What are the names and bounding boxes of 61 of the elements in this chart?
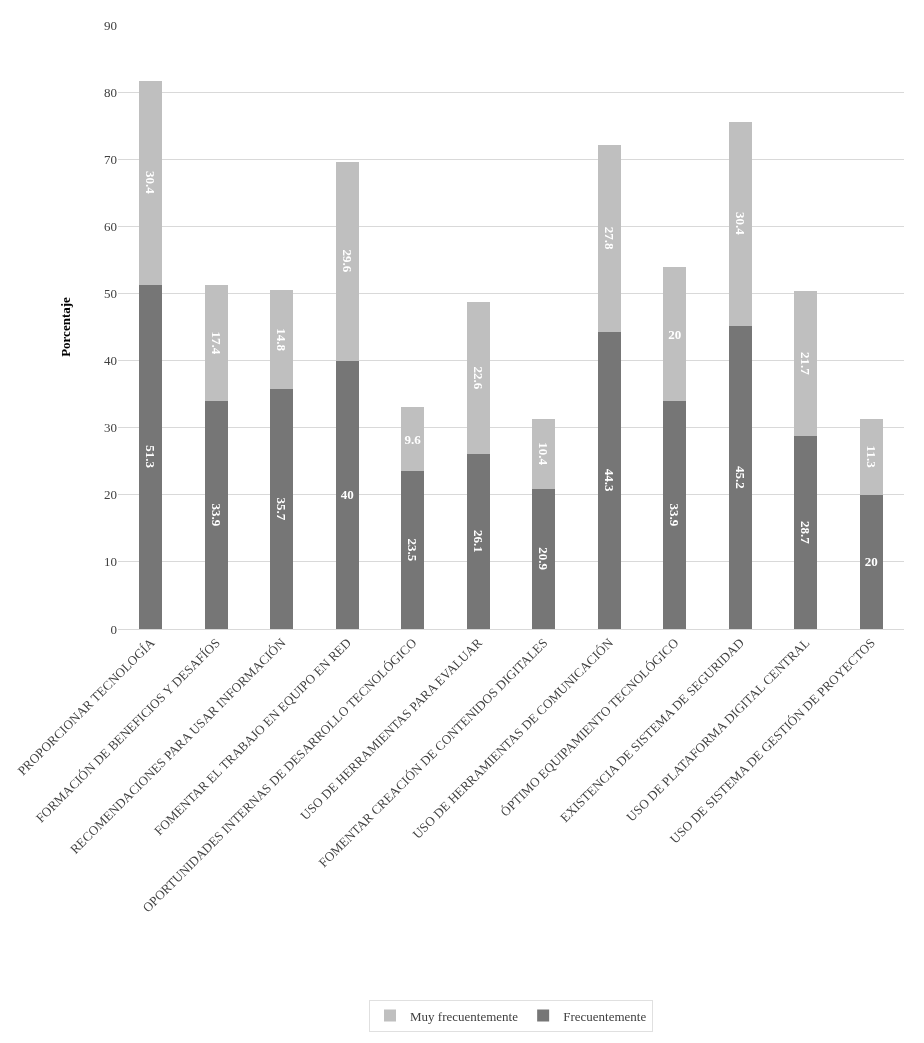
data-label: 14.8 bbox=[274, 328, 290, 352]
data-label: 10.4 bbox=[536, 442, 552, 466]
data-label: 45.2 bbox=[732, 465, 748, 489]
data-label: 23.5 bbox=[405, 538, 421, 562]
y-tick-label: 90 bbox=[104, 17, 117, 33]
bar bbox=[270, 290, 294, 390]
data-label: 30.4 bbox=[732, 212, 748, 236]
bar bbox=[532, 488, 556, 629]
data-label: 35.7 bbox=[274, 497, 290, 521]
data-label: 30.4 bbox=[143, 171, 159, 195]
bar bbox=[728, 121, 752, 326]
y-tick-label: 60 bbox=[104, 218, 117, 234]
data-label: 20 bbox=[864, 554, 878, 570]
data-label: 29.6 bbox=[339, 249, 355, 273]
data-label: 20 bbox=[668, 326, 682, 342]
bar bbox=[401, 471, 425, 629]
bar bbox=[335, 161, 359, 361]
bar bbox=[794, 436, 818, 629]
bar bbox=[270, 389, 294, 629]
y-tick-label: 50 bbox=[104, 285, 117, 301]
data-label: 27.8 bbox=[601, 226, 617, 251]
bar bbox=[663, 267, 687, 402]
data-label: 21.7 bbox=[798, 351, 814, 376]
data-label: 40 bbox=[340, 487, 354, 503]
data-label: 9.6 bbox=[404, 431, 422, 447]
data-label: 26.1 bbox=[470, 530, 486, 553]
y-tick-label: 70 bbox=[104, 151, 117, 167]
bar bbox=[663, 401, 687, 629]
y-axis-title: Porcentaje bbox=[57, 296, 73, 357]
data-label: 11.3 bbox=[863, 445, 879, 469]
legend-label: Muy frecuentemente bbox=[410, 1008, 519, 1024]
legend-label: Frecuentemente bbox=[563, 1008, 647, 1024]
bar bbox=[466, 302, 490, 454]
bar bbox=[532, 418, 556, 489]
bar bbox=[204, 284, 228, 402]
bar bbox=[401, 406, 425, 472]
y-tick-label: 30 bbox=[104, 420, 117, 436]
y-tick-label: 40 bbox=[104, 353, 117, 369]
bar bbox=[597, 145, 621, 332]
data-label: 44.3 bbox=[601, 468, 617, 492]
bar bbox=[335, 360, 359, 629]
data-label: 20.9 bbox=[536, 547, 552, 571]
y-tick-label: 0 bbox=[110, 621, 117, 637]
bar bbox=[139, 284, 163, 629]
data-label: 33.9 bbox=[667, 503, 683, 527]
data-label: 28.7 bbox=[798, 521, 814, 545]
data-label: 17.4 bbox=[208, 331, 224, 355]
data-label: 51.3 bbox=[143, 445, 159, 469]
bar bbox=[728, 325, 752, 629]
y-tick-label: 80 bbox=[104, 84, 117, 100]
bar bbox=[597, 331, 621, 629]
bar bbox=[466, 453, 490, 629]
y-tick-label: 10 bbox=[104, 554, 117, 570]
bar bbox=[859, 494, 883, 629]
data-label: 22.6 bbox=[470, 366, 486, 390]
bar bbox=[204, 401, 228, 629]
y-tick-label: 20 bbox=[104, 487, 117, 503]
bar bbox=[859, 418, 883, 495]
bar bbox=[139, 80, 163, 285]
bar bbox=[794, 290, 818, 437]
data-label: 33.9 bbox=[208, 503, 224, 527]
